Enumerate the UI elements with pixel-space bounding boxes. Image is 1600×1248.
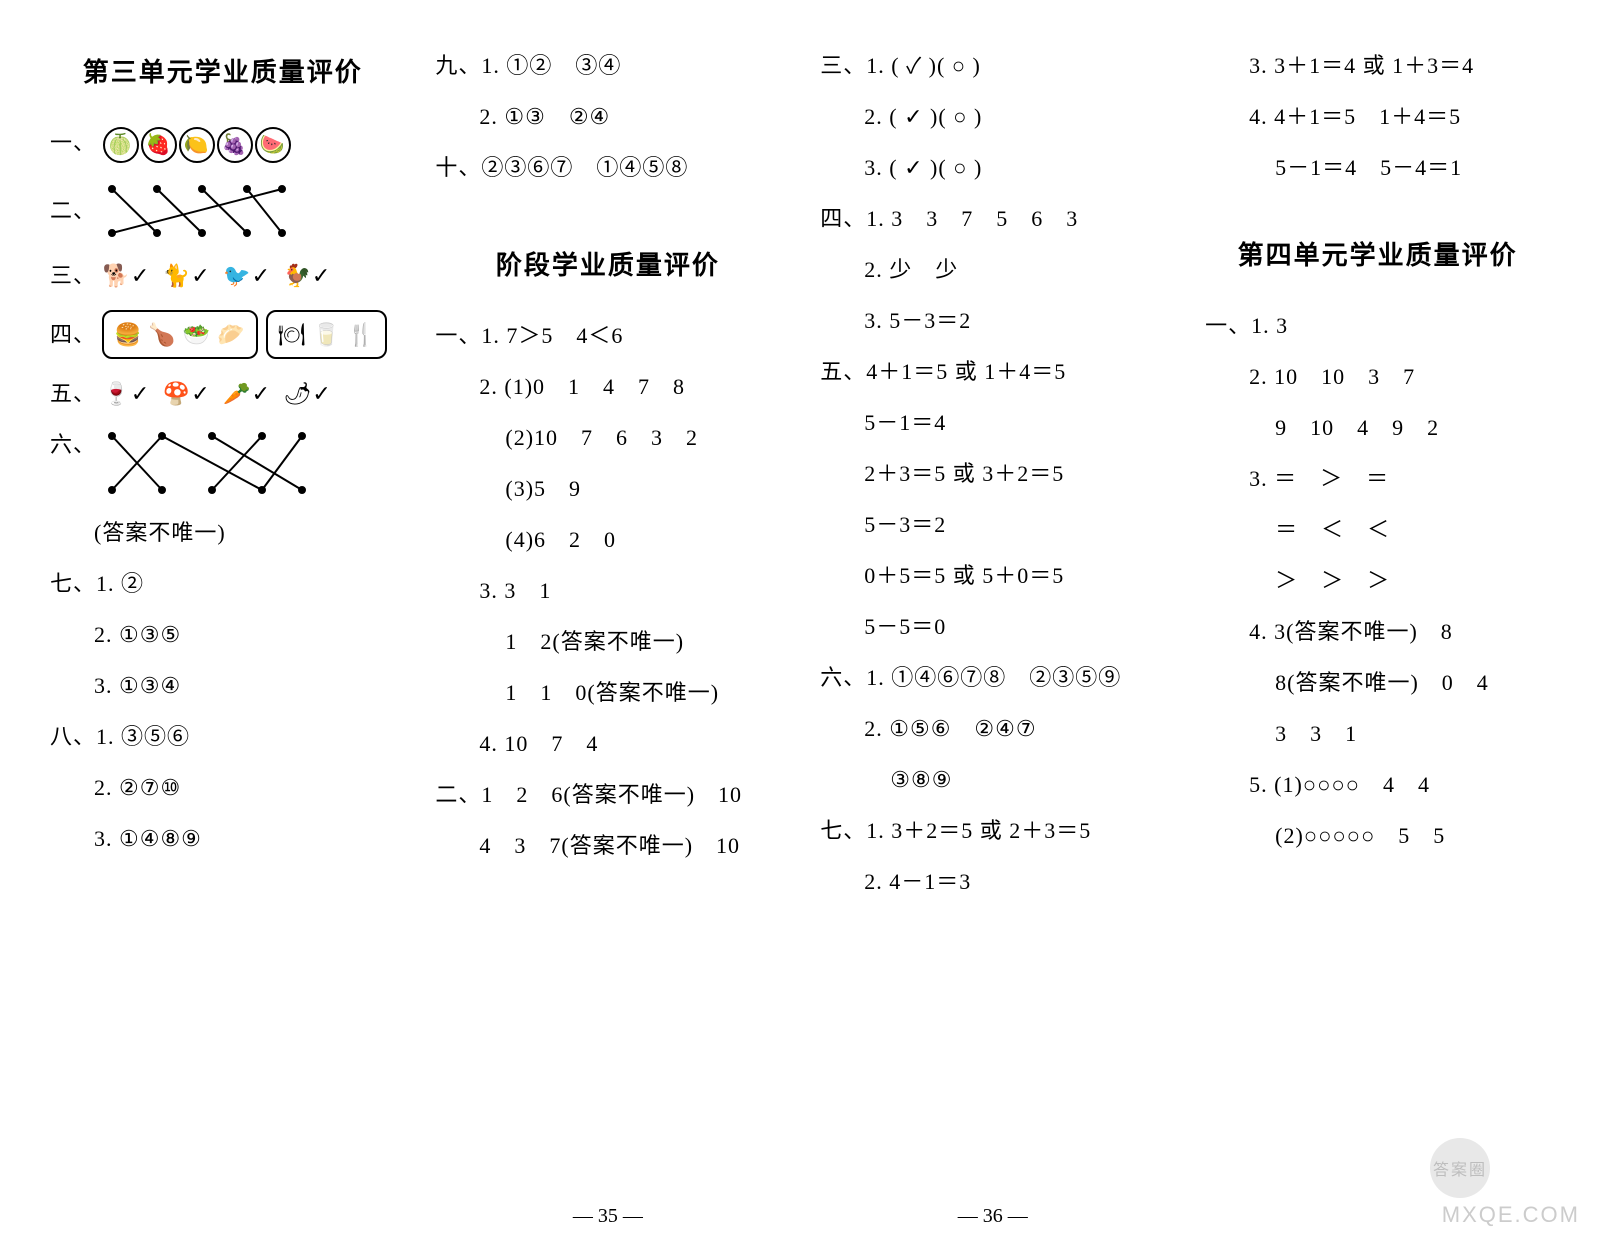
page-container: 第三单元学业质量评价 一、 🍈 🍓 🍋 🍇 🍉 二、: [0, 0, 1600, 1248]
check-item: 🍷✓: [103, 381, 151, 406]
q2: 二、: [50, 181, 395, 241]
c4-p1-4b: 8(答案不唯一) 0 4: [1205, 666, 1550, 699]
c4-l2: 4. 4＋1＝5 1＋4＝5: [1205, 100, 1550, 133]
c3-q3-1: 三、1. ( ✓ )( ○ ): [820, 49, 1165, 82]
page-number-35: — 35 —: [435, 1205, 780, 1228]
column-1: 第三单元学业质量评价 一、 🍈 🍓 🍋 🍇 🍉 二、: [30, 40, 415, 1228]
c4-p1-4a: 4. 3(答案不唯一) 8: [1205, 615, 1550, 648]
p2-a: 二、1 2 6(答案不唯一) 10: [435, 778, 780, 811]
c3-q6-1: 六、1. ①④⑥⑦⑧ ②③⑤⑨: [820, 661, 1165, 694]
p1-3a: 3. 3 1: [435, 574, 780, 607]
p1-1: 一、1. 7＞5 4＜6: [435, 319, 780, 352]
fruit-icon: 🍉: [255, 127, 291, 163]
q5: 五、 🍷✓ 🍄✓ 🥕✓ 🌶✓: [50, 377, 395, 410]
food-group-right: 🍽🥛🍴: [266, 310, 388, 359]
q9-2: 2. ①③ ②④: [435, 100, 780, 133]
q6: 六、: [50, 428, 395, 498]
q9-1: 九、1. ①② ③④: [435, 49, 780, 82]
p1-4: 4. 10 7 4: [435, 727, 780, 760]
column-2: 九、1. ①② ③④ 2. ①③ ②④ 十、②③⑥⑦ ①④⑤⑧ 阶段学业质量评价…: [415, 40, 800, 1228]
c3-q6-2: 2. ①⑤⑥ ②④⑦: [820, 712, 1165, 745]
col2-heading: 阶段学业质量评价: [435, 245, 780, 282]
c4-p1-1: 一、1. 3: [1205, 309, 1550, 342]
p2-b: 4 3 7(答案不唯一) 10: [435, 829, 780, 862]
q10: 十、②③⑥⑦ ①④⑤⑧: [435, 151, 780, 184]
page-number-36: — 36 —: [820, 1205, 1165, 1228]
q8-2: 2. ②⑦⑩: [50, 771, 395, 804]
q7-3: 3. ①③④: [50, 669, 395, 702]
col1-heading: 第三单元学业质量评价: [50, 52, 395, 89]
q7-1: 七、1. ②: [50, 567, 395, 600]
c4-p1-2a: 2. 10 10 3 7: [1205, 360, 1550, 393]
column-3: 三、1. ( ✓ )( ○ ) 2. ( ✓ )( ○ ) 3. ( ✓ )( …: [800, 40, 1185, 1228]
fruit-icon: 🍋: [179, 127, 215, 163]
c3-q4-2: 2. 少 少: [820, 253, 1165, 286]
c3-q5-b: 5－1＝4: [820, 406, 1165, 439]
c3-q3-2: 2. ( ✓ )( ○ ): [820, 100, 1165, 133]
c4-p1-5b: (2)○○○○○ 5 5: [1205, 819, 1550, 852]
fruit-icon: 🍓: [141, 127, 177, 163]
fruit-icon: 🍈: [103, 127, 139, 163]
food-group-left: 🍔🍗🥗🥟: [102, 310, 258, 359]
check-item: 🐕✓: [103, 263, 151, 288]
c3-q5-c: 2＋3＝5 或 3＋2＝5: [820, 457, 1165, 490]
q7-2: 2. ①③⑤: [50, 618, 395, 651]
p1-2b: (2)10 7 6 3 2: [435, 421, 780, 454]
check-item: 🥕✓: [223, 381, 271, 406]
c3-q4-1: 四、1. 3 3 7 5 6 3: [820, 202, 1165, 235]
c3-q3-3: 3. ( ✓ )( ○ ): [820, 151, 1165, 184]
check-item: 🐈✓: [163, 263, 211, 288]
c3-q5-e: 0＋5＝5 或 5＋0＝5: [820, 559, 1165, 592]
c4-p1-3c: ＞ ＞ ＞: [1205, 564, 1550, 597]
p1-2a: 2. (1)0 1 4 7 8: [435, 370, 780, 403]
crossing-lines-icon: [102, 181, 292, 241]
p1-2d: (4)6 2 0: [435, 523, 780, 556]
matching-lines-icon: [102, 428, 312, 498]
q1: 一、 🍈 🍓 🍋 🍇 🍉: [50, 126, 395, 163]
c4-p1-3b: ＝ ＜ ＜: [1205, 513, 1550, 546]
c4-p1-4c: 3 3 1: [1205, 717, 1550, 750]
check-item: 🌶✓: [284, 381, 332, 406]
p1-3b: 1 2(答案不唯一): [435, 625, 780, 658]
col4-heading: 第四单元学业质量评价: [1205, 235, 1550, 272]
q3: 三、 🐕✓ 🐈✓ 🐦✓ 🐓✓: [50, 259, 395, 292]
c3-q6-3: ③⑧⑨: [820, 763, 1165, 796]
fruit-icon: 🍇: [217, 127, 253, 163]
q8-1: 八、1. ③⑤⑥: [50, 720, 395, 753]
c3-q4-3: 3. 5－3＝2: [820, 304, 1165, 337]
watermark-text: MXQE.COM: [1442, 1202, 1580, 1228]
c3-q5-d: 5－3＝2: [820, 508, 1165, 541]
column-4: 3. 3＋1＝4 或 1＋3＝4 4. 4＋1＝5 1＋4＝5 5－1＝4 5－…: [1185, 40, 1570, 1228]
c3-q5-f: 5－5＝0: [820, 610, 1165, 643]
q8-3: 3. ①④⑧⑨: [50, 822, 395, 855]
c4-l3: 5－1＝4 5－4＝1: [1205, 151, 1550, 184]
check-item: 🐓✓: [284, 263, 332, 288]
c3-q7-1: 七、1. 3＋2＝5 或 2＋3＝5: [820, 814, 1165, 847]
c4-p1-2b: 9 10 4 9 2: [1205, 411, 1550, 444]
c4-l1: 3. 3＋1＝4 或 1＋3＝4: [1205, 49, 1550, 82]
p1-3c: 1 1 0(答案不唯一): [435, 676, 780, 709]
p1-2c: (3)5 9: [435, 472, 780, 505]
c3-q5-a: 五、4＋1＝5 或 1＋4＝5: [820, 355, 1165, 388]
c4-p1-5a: 5. (1)○○○○ 4 4: [1205, 768, 1550, 801]
c4-p1-3a: 3. ＝ ＞ ＝: [1205, 462, 1550, 495]
watermark-badge: 答案圈: [1430, 1138, 1490, 1198]
q6-note: (答案不唯一): [50, 516, 395, 549]
c3-q7-2: 2. 4－1＝3: [820, 865, 1165, 898]
check-item: 🐦✓: [223, 263, 271, 288]
q4: 四、 🍔🍗🥗🥟 🍽🥛🍴: [50, 310, 395, 359]
check-item: 🍄✓: [163, 381, 211, 406]
